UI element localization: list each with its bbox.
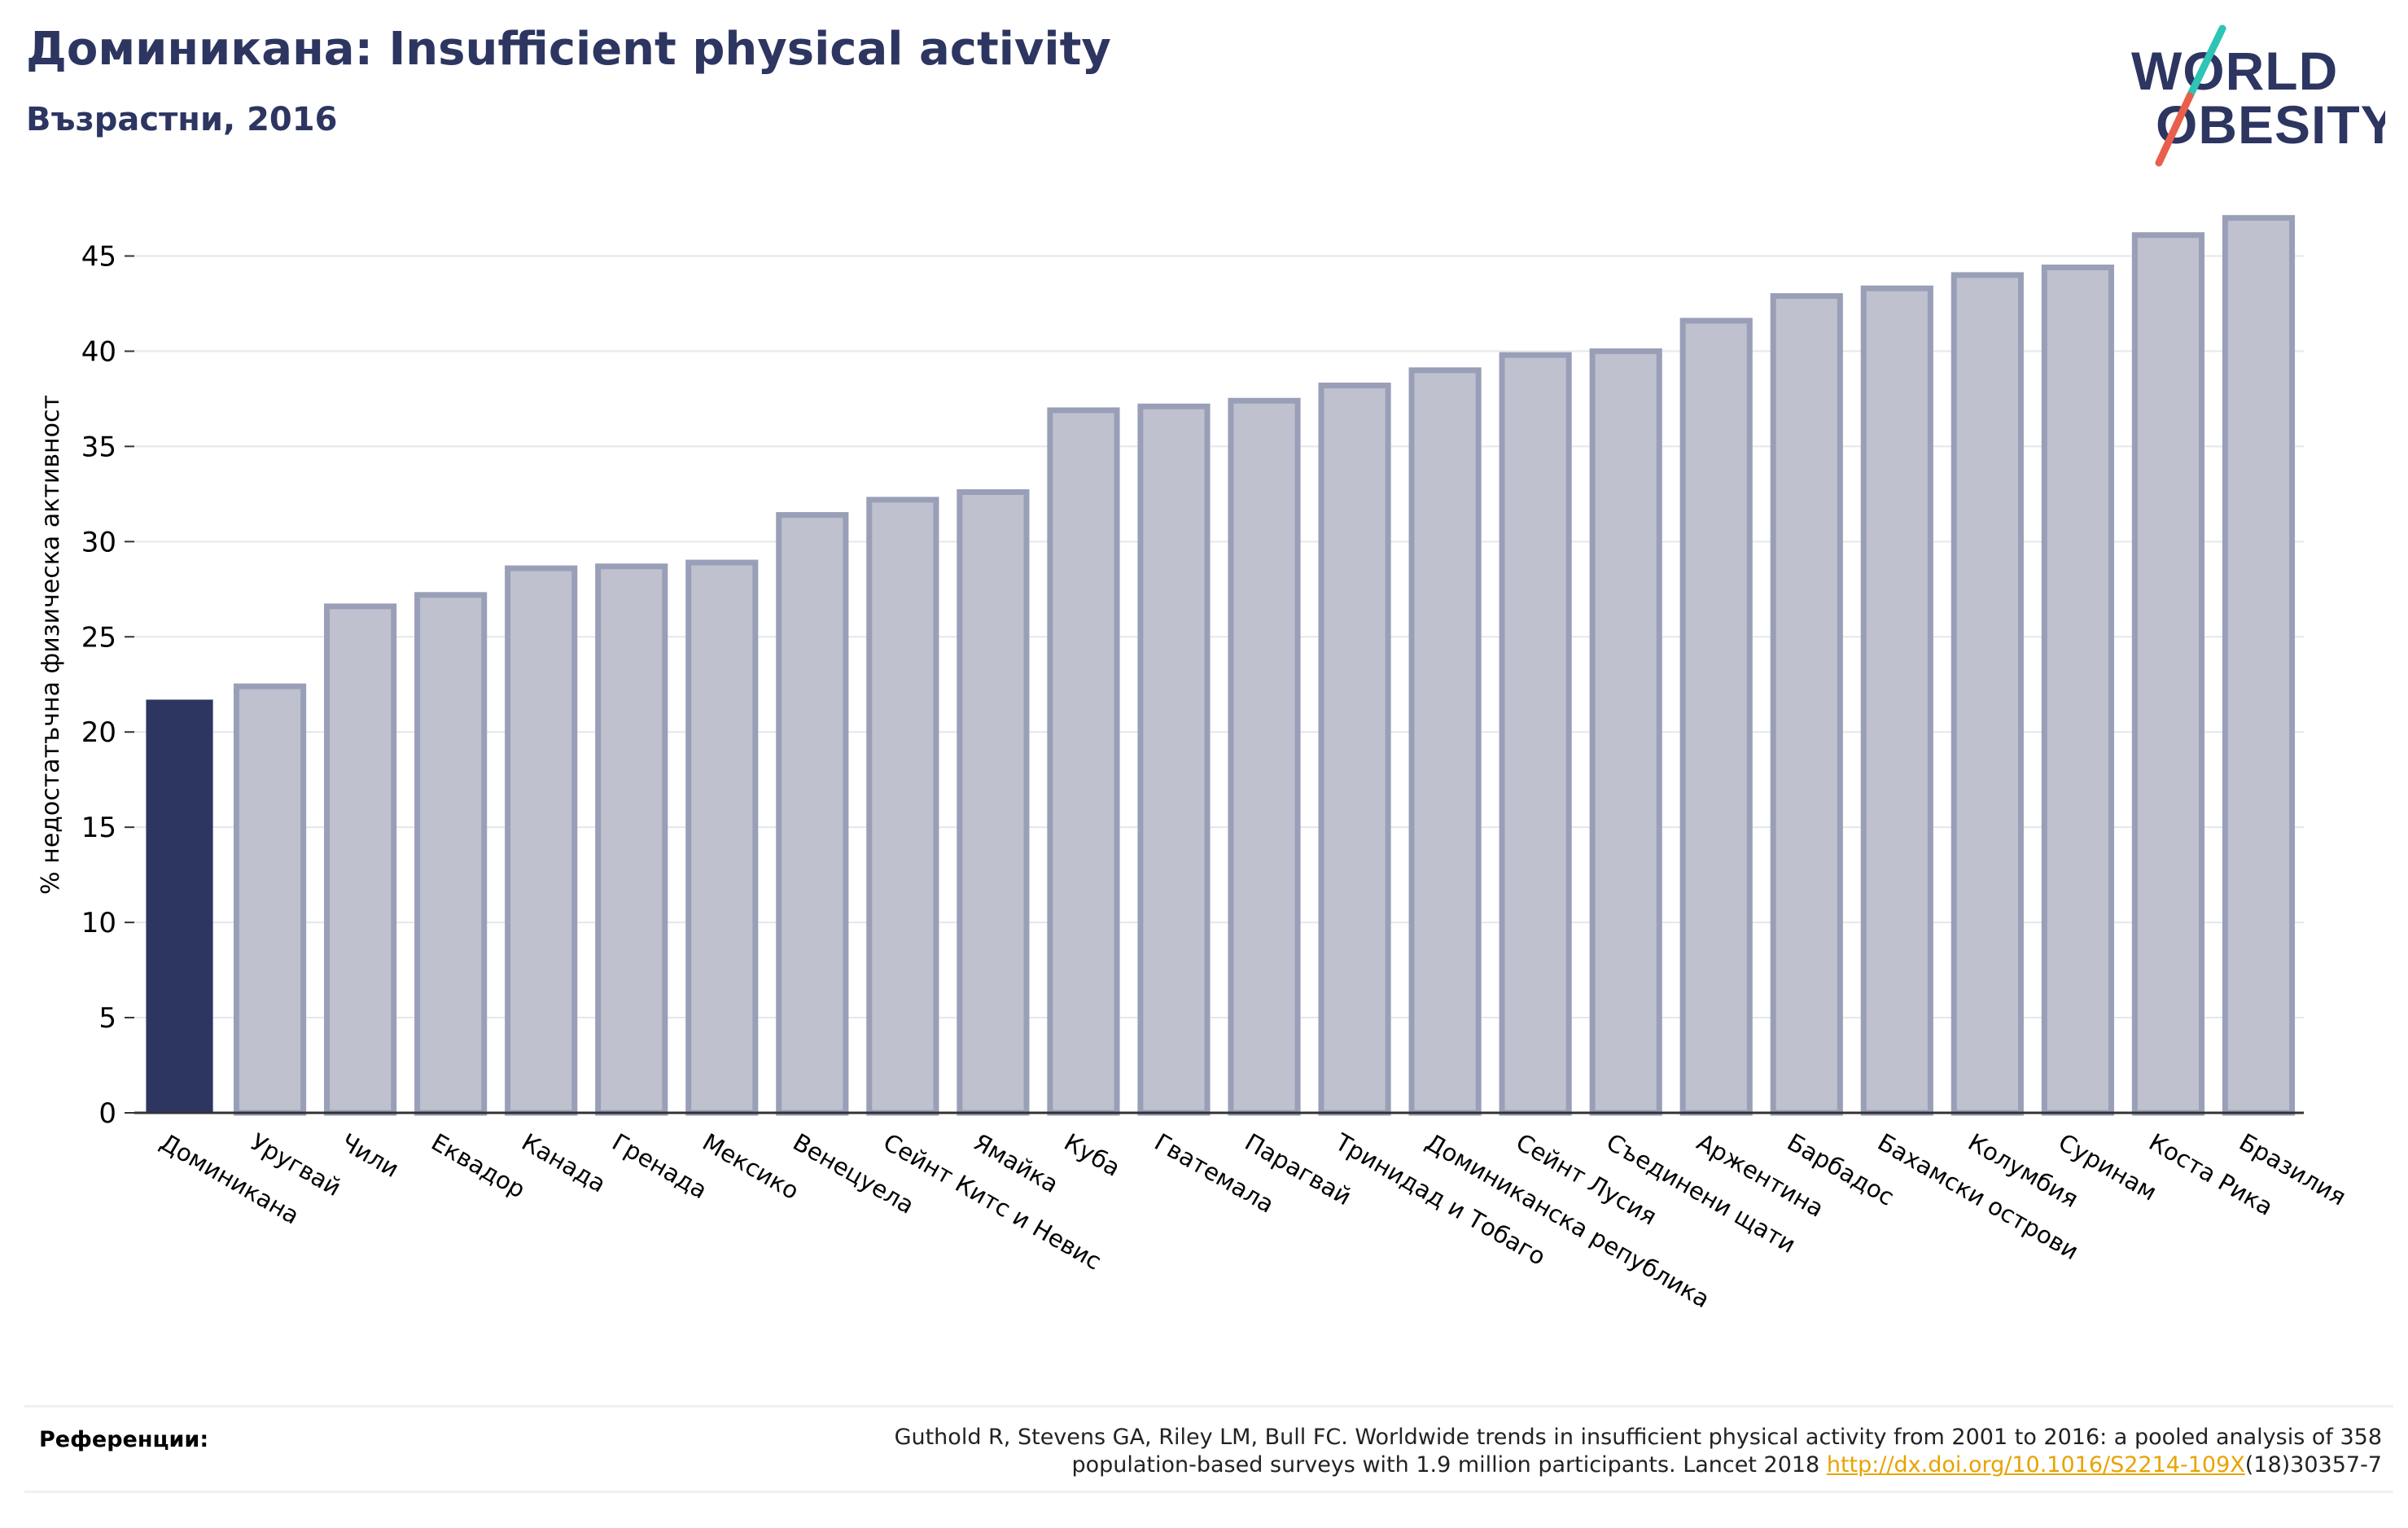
- x-tick-label: Канада: [517, 1128, 611, 1198]
- references-line-2-suffix: (18)30357-7: [2244, 1452, 2382, 1478]
- bar-8: [866, 497, 939, 1116]
- chart-subtitle: Възрастни, 2016: [26, 101, 338, 138]
- y-tick-label: 30: [81, 526, 116, 558]
- y-tick-label: 45: [81, 240, 116, 273]
- y-tick-label: 5: [99, 1002, 116, 1035]
- y-tick-label: 10: [81, 907, 116, 939]
- references-line-1: Guthold R, Stevens GA, Riley LM, Bull FC…: [894, 1425, 2382, 1450]
- logo-slash-teal: [2186, 24, 2226, 100]
- x-tick-label: Гренада: [607, 1128, 711, 1205]
- y-tick-label: 35: [81, 431, 116, 463]
- bar-2: [324, 603, 397, 1116]
- bar-layer: [146, 215, 2296, 1116]
- bar-14: [1408, 367, 1482, 1116]
- bar-13: [1318, 383, 1391, 1116]
- bar-16: [1589, 348, 1662, 1116]
- bar-6: [685, 559, 759, 1116]
- x-tick-label: Чили: [336, 1128, 404, 1184]
- logo-slash-coral: [2155, 92, 2194, 167]
- bar-3: [414, 592, 488, 1116]
- bar-1: [233, 683, 307, 1116]
- bar-12: [1228, 397, 1301, 1116]
- references-section: Референции: Guthold R, Stevens GA, Riley…: [24, 1405, 2393, 1493]
- logo-line-2: OBESITY: [2156, 94, 2385, 155]
- chart-title: Доминикана: Insufficient physical activi…: [26, 23, 1111, 76]
- references-line-2: population-based surveys with 1.9 millio…: [895, 1451, 2382, 1479]
- logo-line-1: WORLD: [2131, 41, 2338, 101]
- bar-19: [1860, 285, 1933, 1116]
- references-line-2-prefix: population-based surveys with 1.9 millio…: [1071, 1452, 1827, 1478]
- bar-7: [776, 512, 849, 1116]
- world-obesity-logo: WORLD OBESITY: [2131, 24, 2385, 167]
- bar-20: [1950, 272, 2024, 1116]
- bar-22: [2131, 232, 2205, 1116]
- bar-17: [1679, 317, 1753, 1116]
- bar-21: [2041, 265, 2114, 1116]
- y-tick-label: 20: [81, 716, 116, 749]
- y-axis-label: % недостатъчна физическа активност: [37, 395, 65, 895]
- y-tick-label: 15: [81, 812, 116, 844]
- x-tick-label: Куба: [1059, 1128, 1125, 1182]
- references-label: Референции:: [39, 1427, 209, 1452]
- y-tick-label: 0: [99, 1097, 116, 1130]
- x-tick-label: Мексико: [698, 1128, 803, 1206]
- doi-link[interactable]: http://dx.doi.org/10.1016/S2214-109X: [1826, 1452, 2245, 1478]
- bar-9: [957, 489, 1030, 1116]
- bar-0: [146, 699, 213, 1113]
- bar-18: [1770, 293, 1843, 1116]
- bar-5: [595, 563, 668, 1116]
- bar-15: [1499, 352, 1572, 1116]
- grid-layer: [134, 255, 2304, 1019]
- references-text: Guthold R, Stevens GA, Riley LM, Bull FC…: [895, 1424, 2382, 1479]
- bar-11: [1137, 403, 1211, 1116]
- y-tick-label: 40: [81, 335, 116, 368]
- x-tick-label: Еквадор: [427, 1128, 530, 1204]
- bar-10: [1047, 407, 1120, 1116]
- bar-4: [505, 565, 578, 1116]
- bar-23: [2222, 215, 2296, 1116]
- y-tick-label: 25: [81, 621, 116, 654]
